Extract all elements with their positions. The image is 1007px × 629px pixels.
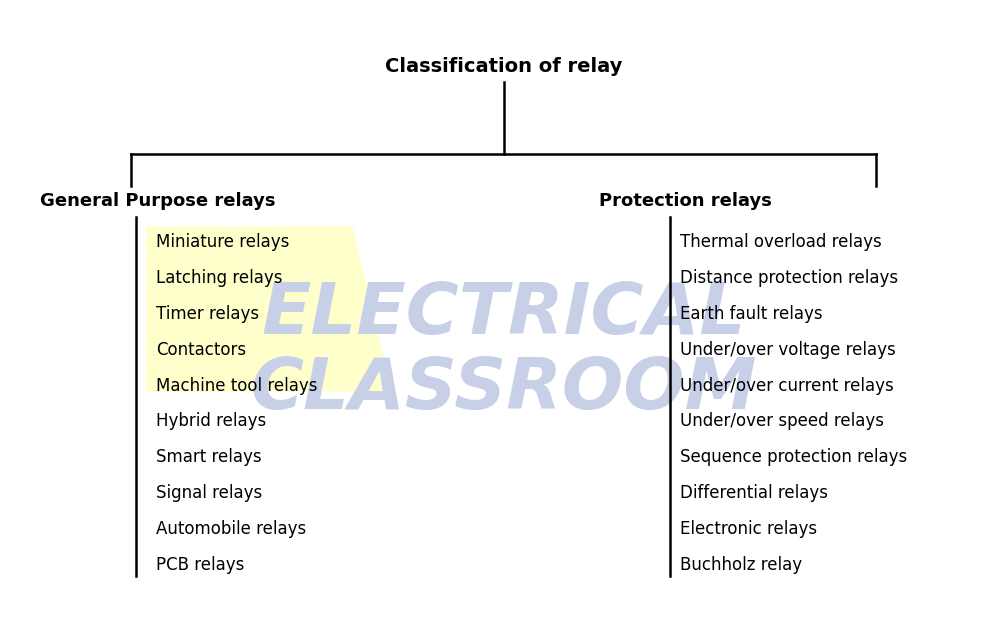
Text: Latching relays: Latching relays — [156, 269, 283, 287]
Text: Distance protection relays: Distance protection relays — [680, 269, 898, 287]
Text: Under/over voltage relays: Under/over voltage relays — [680, 341, 895, 359]
Text: Buchholz relay: Buchholz relay — [680, 556, 802, 574]
Text: Electronic relays: Electronic relays — [680, 520, 817, 538]
Text: ELECTRICAL: ELECTRICAL — [261, 280, 746, 349]
Text: Timer relays: Timer relays — [156, 305, 259, 323]
Text: Under/over speed relays: Under/over speed relays — [680, 413, 884, 430]
Text: Under/over current relays: Under/over current relays — [680, 377, 893, 394]
Polygon shape — [146, 226, 393, 392]
Text: Automobile relays: Automobile relays — [156, 520, 306, 538]
Text: Contactors: Contactors — [156, 341, 246, 359]
Text: Hybrid relays: Hybrid relays — [156, 413, 266, 430]
Text: Sequence protection relays: Sequence protection relays — [680, 448, 907, 466]
Text: Miniature relays: Miniature relays — [156, 233, 289, 251]
Text: Thermal overload relays: Thermal overload relays — [680, 233, 881, 251]
Text: Differential relays: Differential relays — [680, 484, 828, 502]
Text: General Purpose relays: General Purpose relays — [40, 192, 276, 210]
Text: Protection relays: Protection relays — [599, 192, 772, 210]
Text: Smart relays: Smart relays — [156, 448, 262, 466]
Text: Signal relays: Signal relays — [156, 484, 263, 502]
Text: Machine tool relays: Machine tool relays — [156, 377, 317, 394]
Text: CLASSROOM: CLASSROOM — [251, 355, 756, 425]
Text: Classification of relay: Classification of relay — [385, 57, 622, 75]
Text: Earth fault relays: Earth fault relays — [680, 305, 823, 323]
Text: PCB relays: PCB relays — [156, 556, 245, 574]
